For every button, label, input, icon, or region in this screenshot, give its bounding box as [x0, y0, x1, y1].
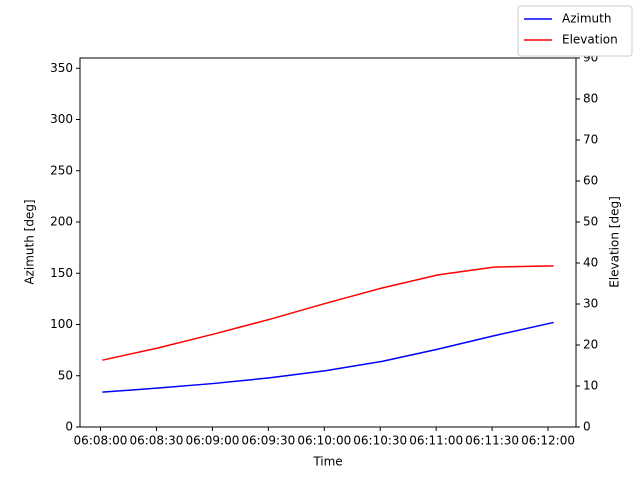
y2-tick-label: 70 [583, 133, 598, 147]
x-tick-label: 06:10:00 [297, 434, 351, 448]
y-tick-label: 250 [50, 163, 73, 177]
y2-tick-label: 0 [583, 420, 591, 434]
y2-tick-label: 50 [583, 215, 598, 229]
x-tick-label: 06:12:00 [521, 434, 575, 448]
y-tick-label: 150 [50, 266, 73, 280]
y2-tick-label: 60 [583, 174, 598, 188]
plot-frame [79, 57, 577, 428]
y-tick-label: 200 [50, 215, 73, 229]
y2-tick-label: 30 [583, 297, 598, 311]
y2-tick-label: 80 [583, 92, 598, 106]
y-tick-label: 300 [50, 112, 73, 126]
x-tick-label: 06:09:30 [241, 434, 295, 448]
x-tick-label: 06:08:30 [129, 434, 183, 448]
y2-tick-label: 10 [583, 379, 598, 393]
y-axis-label: Azimuth [deg] [23, 199, 37, 284]
x-tick-label: 06:09:00 [185, 434, 239, 448]
y2-axis-label: Elevation [deg] [608, 196, 622, 288]
x-tick-label: 06:08:00 [74, 434, 128, 448]
x-tick-label: 06:11:00 [409, 434, 463, 448]
line [102, 321, 554, 393]
legend-label: Azimuth [562, 12, 611, 26]
y2-tick-label: 40 [583, 256, 598, 270]
y2-tick-label: 20 [583, 338, 598, 352]
y-tick-label: 0 [65, 420, 73, 434]
y-tick-label: 100 [50, 317, 73, 331]
x-axis-label: Time [312, 455, 342, 469]
x-tick-label: 06:11:30 [465, 434, 519, 448]
x-tick-label: 06:10:30 [353, 434, 407, 448]
y-tick-label: 50 [58, 368, 73, 382]
y-tick-label: 350 [50, 61, 73, 75]
line [102, 265, 554, 361]
legend-label: Elevation [562, 33, 618, 47]
